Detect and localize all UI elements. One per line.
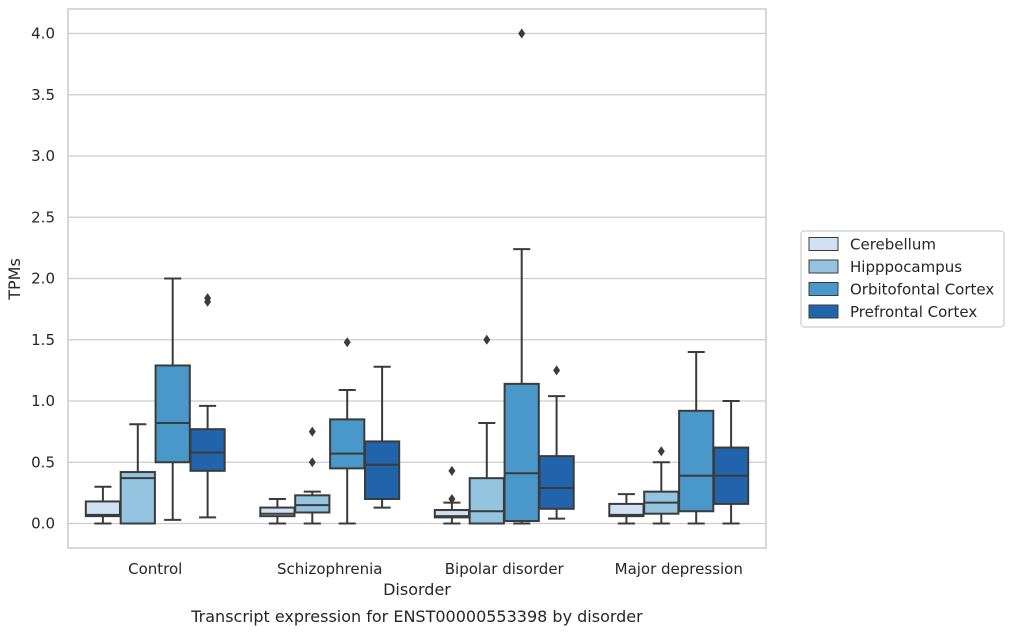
y-tick-label: 1.0 (31, 392, 55, 410)
x-tick-label: Major depression (615, 560, 743, 578)
y-tick-label: 4.0 (31, 25, 55, 43)
box (538, 455, 575, 510)
legend-label: Cerebellum (850, 236, 936, 254)
box-plot (678, 351, 715, 525)
box (678, 409, 715, 513)
box-plot (329, 337, 366, 525)
y-tick-label: 0.0 (31, 515, 55, 533)
legend-swatch (808, 304, 839, 319)
x-tick-label: Control (128, 560, 182, 578)
box (468, 477, 505, 525)
box-plot (259, 498, 296, 525)
box (259, 506, 296, 518)
outlier-point (204, 293, 212, 304)
box (294, 494, 331, 514)
outlier-point (448, 465, 456, 476)
box-plot (154, 277, 191, 521)
legend-swatch (808, 259, 839, 274)
legend-label: Orbitofontal Cortex (850, 281, 994, 299)
box-plot (84, 485, 122, 525)
x-tick-labels: Control Schizophrenia Bipolar disorder Majo… (128, 560, 743, 578)
legend-swatch (808, 237, 839, 251)
y-tick-label: 2.5 (31, 208, 55, 226)
box-plot (643, 446, 680, 525)
x-tick-label: Bipolar disorder (445, 560, 565, 578)
x-axis-label: Disorder (383, 580, 451, 599)
box-plot (119, 423, 156, 525)
box-plot (468, 334, 505, 525)
box-plots (84, 28, 750, 525)
y-tick-label: 1.5 (31, 331, 55, 349)
y-tick-label: 0.5 (31, 453, 55, 471)
outlier-point (308, 426, 316, 437)
box-plot (503, 28, 540, 525)
outlier-point (343, 337, 351, 348)
outlier-point (518, 28, 526, 39)
legend-swatch (808, 282, 839, 296)
x-tick-label: Schizophrenia (277, 560, 382, 578)
legend-label: Prefrontal Cortex (850, 303, 977, 321)
box (363, 440, 401, 500)
y-tick-label: 2.0 (31, 270, 55, 288)
outlier-point (308, 457, 316, 468)
y-tick-labels: 0.0 0.5 1.0 1.5 2.0 2.5 3.0 3.5 4.0 (31, 25, 55, 533)
outlier-point (448, 494, 456, 504)
legend: Cerebellum Hipppocampus Orbitofontal Corte… (800, 230, 1005, 328)
box-plot (189, 293, 226, 519)
y-axis-label: TPMs (5, 258, 24, 301)
box-plot (608, 493, 645, 525)
box-plot (433, 465, 471, 525)
box (189, 428, 226, 472)
chart-caption: Transcript expression for ENST0000055339… (190, 607, 643, 626)
outlier-point (483, 334, 491, 345)
box (329, 418, 366, 470)
box (154, 364, 191, 464)
outlier-point (553, 365, 561, 376)
plot-frame (67, 8, 767, 549)
box-plot (712, 400, 750, 525)
outlier-point (657, 446, 665, 457)
box-plot (363, 365, 401, 509)
box-plot (538, 365, 575, 520)
box (503, 382, 540, 523)
legend-frame (800, 230, 1005, 328)
y-tick-label: 3.0 (31, 147, 55, 165)
box (119, 471, 156, 525)
legend-label: Hipppocampus (850, 258, 962, 276)
y-tick-label: 3.5 (31, 86, 55, 104)
box-plot (294, 426, 331, 525)
